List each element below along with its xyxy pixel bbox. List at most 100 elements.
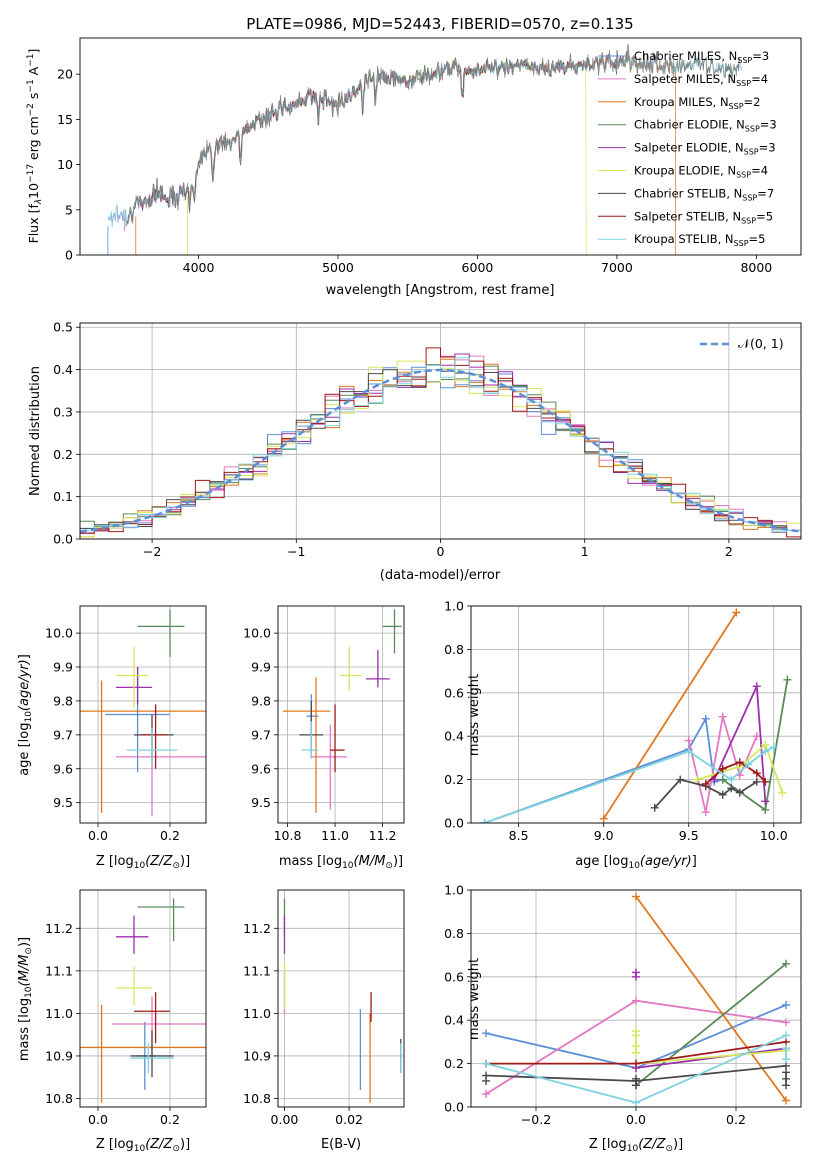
mass-vs-ebv-ytick-label-2: 11.0 bbox=[243, 1006, 271, 1021]
legend-label-kroupa_stelib: Kroupa STELIB, NSSP=5 bbox=[634, 232, 765, 248]
mass-weight-vs-age-marker-salpeter_stelib-0 bbox=[701, 779, 710, 788]
mass-vs-z-ylabel: mass [log10(M/M⊙)] bbox=[17, 937, 34, 1061]
mass-weight-vs-age-marker-salpeter_miles-1 bbox=[701, 808, 710, 817]
mass-weight-vs-z-marker-kroupa_miles-0 bbox=[632, 892, 640, 901]
legend-label-chabrier_elodie: Chabrier ELODIE, NSSP=3 bbox=[634, 118, 777, 134]
mass-weight-vs-age-marker-kroupa_stelib-5 bbox=[769, 743, 778, 752]
age-vs-mass-xtick-label-2: 11.2 bbox=[369, 828, 397, 843]
mass-weight-vs-age-marker-salpeter_miles-2 bbox=[718, 712, 727, 721]
spectrum-panel: 4000 5000 6000 7000 8000 0 5 10 15 20 Chabrier MIL… bbox=[57, 37, 802, 275]
mass-weight-vs-z-line-salpeter_elodie bbox=[635, 1047, 787, 1069]
age-vs-mass-point-salpeter_elodie bbox=[365, 650, 390, 688]
mass-weight-vs-age-panel: 8.5 9.0 9.5 10.0 0.0 0.2 0.4 0.6 0.8 1.0 bbox=[444, 599, 802, 843]
mass-vs-z-ytick-label-0: 10.8 bbox=[45, 1091, 73, 1106]
mass-weight-vs-age-marker-chabrier_stelib-5 bbox=[735, 788, 744, 797]
mass-vs-z-point-salpeter_stelib bbox=[134, 992, 170, 1044]
mass-weight-vs-age-marker-chabrier_elodie-1 bbox=[761, 805, 770, 814]
mass-weight-vs-age-marker-salpeter_miles-0 bbox=[684, 736, 693, 745]
age-vs-z-xlabel: Z [log10(Z/Z⊙)] bbox=[96, 854, 190, 871]
mass-weight-vs-age-marker-chabrier_stelib-3 bbox=[718, 790, 727, 799]
mass-vs-ebv-panel: 0.00 0.02 10.8 10.9 11.0 11.1 11.2 bbox=[243, 889, 405, 1127]
mass-vs-z-point-salpeter_elodie bbox=[116, 915, 149, 954]
age-vs-mass-ytick-label-3: 9.8 bbox=[251, 693, 271, 708]
spectrum-ytick-label-0: 0 bbox=[65, 248, 73, 263]
mass-weight-vs-z-marker-salpeter_miles-2 bbox=[782, 1018, 790, 1027]
residuals-xtick-label-2: 0 bbox=[437, 544, 445, 559]
residuals-ytick-label-5: 0.5 bbox=[53, 320, 73, 335]
mass-weight-vs-age-marker-kroupa_stelib-2 bbox=[727, 775, 736, 784]
mass-weight-vs-z-marker-chabrier_miles-0 bbox=[482, 1029, 490, 1038]
residuals-ytick-label-0: 0.0 bbox=[53, 532, 73, 547]
mass-weight-vs-z-marker-salpeter_miles-1 bbox=[632, 996, 640, 1005]
mass-weight-vs-z-marker-chabrier_miles-2 bbox=[782, 1001, 790, 1010]
mass-weight-vs-age-marker-chabrier_elodie-0 bbox=[718, 775, 727, 784]
mass-weight-vs-age-marker-kroupa_stelib-4 bbox=[761, 747, 770, 756]
mass-weight-vs-age-marker-salpeter_stelib-4 bbox=[761, 777, 770, 786]
spectrum-xtick-label-1: 5000 bbox=[322, 260, 354, 275]
age-vs-z-xtick-label-0: 0.0 bbox=[88, 828, 108, 843]
mass-weight-vs-age-marker-chabrier_stelib-6 bbox=[752, 777, 761, 786]
mass-weight-vs-z-extra-marker-2-0 bbox=[482, 1076, 490, 1085]
mass-vs-ebv-xlabel: E(B-V) bbox=[321, 1137, 361, 1152]
residuals-ytick-label-4: 0.4 bbox=[53, 362, 73, 377]
mass-weight-vs-age-marker-salpeter_miles-4 bbox=[752, 732, 761, 741]
residuals-panel: −2 −1 0 1 2 0.0 0.1 0.2 0.3 0.4 0.5 𝒩(0, 1) bbox=[53, 320, 802, 559]
mass-weight-vs-age-marker-chabrier_elodie-2 bbox=[783, 675, 792, 684]
age-vs-mass-point-kroupa_stelib bbox=[301, 721, 319, 759]
mass-vs-z-ytick-label-1: 10.9 bbox=[45, 1048, 73, 1063]
spectrum-frame bbox=[79, 37, 802, 256]
mass-weight-vs-z-xtick-label-2: 0.2 bbox=[726, 1112, 746, 1127]
mass-weight-vs-age-ytick-label-5: 1.0 bbox=[444, 599, 464, 614]
mass-vs-ebv-xtick-label-0: 0.00 bbox=[271, 1112, 299, 1127]
mass-weight-vs-z-xlabel: Z [log10(Z/Z⊙)] bbox=[589, 1137, 683, 1154]
residuals-ytick-label-3: 0.3 bbox=[53, 404, 73, 419]
mass-weight-vs-z-ytick-label-4: 0.8 bbox=[444, 926, 464, 941]
mass-weight-vs-age-xtick-label-1: 9.0 bbox=[594, 828, 614, 843]
age-vs-mass-xtick-label-1: 11.0 bbox=[321, 828, 349, 843]
mass-weight-vs-age-frame bbox=[470, 605, 802, 824]
legend-label-kroupa_elodie: Kroupa ELODIE, NSSP=4 bbox=[634, 164, 768, 180]
age-vs-mass-point-kroupa_elodie bbox=[339, 646, 362, 691]
spectrum-xtick-label-2: 6000 bbox=[462, 260, 494, 275]
mass-weight-vs-z-marker-salpeter_miles-0 bbox=[482, 1089, 490, 1098]
age-vs-z-ytick-label-4: 9.9 bbox=[53, 660, 73, 675]
mass-weight-vs-z-marker-kroupa_stelib-1 bbox=[632, 1098, 640, 1107]
age-vs-z-ytick-label-3: 9.8 bbox=[53, 693, 73, 708]
mass-weight-vs-age-xlabel: age [log10(age/yr)] bbox=[575, 854, 697, 871]
age-vs-mass-panel: 10.8 11.0 11.2 9.5 9.6 9.7 9.8 9.9 10.0 bbox=[243, 605, 405, 843]
spectrum-ytick-label-1: 5 bbox=[65, 202, 73, 217]
mass-vs-ebv-ytick-label-3: 11.1 bbox=[243, 963, 271, 978]
mass-vs-z-plot-area bbox=[80, 898, 206, 1103]
age-vs-mass-ytick-label-0: 9.5 bbox=[251, 795, 271, 810]
age-vs-z-point-chabrier_elodie bbox=[137, 609, 185, 657]
mass-weight-vs-age-marker-kroupa_stelib-0 bbox=[480, 819, 489, 823]
spectrum-xlabel: wavelength [Angstrom, rest frame] bbox=[326, 283, 555, 298]
mass-weight-vs-z-ytick-label-1: 0.2 bbox=[444, 1056, 464, 1071]
mass-vs-z-xtick-label-1: 0.2 bbox=[160, 1112, 180, 1127]
mass-weight-vs-z-marker-salpeter_stelib-1 bbox=[632, 1059, 640, 1068]
age-vs-z-panel: 0.0 0.2 9.5 9.6 9.7 9.8 9.9 10.0 bbox=[45, 605, 207, 843]
age-vs-mass-point-salpeter_miles bbox=[311, 724, 347, 810]
mass-vs-z-point-chabrier_elodie bbox=[137, 898, 185, 942]
age-vs-mass-point-kroupa_miles bbox=[282, 677, 331, 813]
mass-weight-vs-z-marker-kroupa_miles-1 bbox=[782, 1096, 790, 1105]
mass-weight-vs-age-marker-salpeter_elodie-1 bbox=[752, 682, 761, 691]
age-vs-mass-ytick-label-4: 9.9 bbox=[251, 660, 271, 675]
age-vs-z-plot-area bbox=[80, 609, 206, 817]
mass-weight-vs-z-marker-chabrier_elodie-1 bbox=[782, 959, 790, 968]
mass-weight-vs-z-marker-kroupa_stelib-2 bbox=[782, 1031, 790, 1040]
mass-weight-vs-age-marker-kroupa_stelib-3 bbox=[744, 760, 753, 769]
age-vs-mass-point-chabrier_elodie bbox=[382, 609, 402, 654]
mass-weight-vs-age-marker-salpeter_stelib-2 bbox=[735, 758, 744, 767]
mass-weight-vs-z-plot-area bbox=[482, 892, 790, 1107]
residuals-xtick-label-1: −1 bbox=[287, 544, 305, 559]
mass-vs-z-xlabel: Z [log10(Z/Z⊙)] bbox=[96, 1137, 190, 1154]
mass-vs-z-ytick-label-2: 11.0 bbox=[45, 1006, 73, 1021]
mass-weight-vs-age-marker-kroupa_stelib-1 bbox=[684, 747, 693, 756]
mass-weight-vs-age-marker-kroupa_elodie-3 bbox=[778, 788, 787, 797]
age-vs-mass-point-salpeter_stelib bbox=[330, 704, 345, 773]
legend-label-normal: 𝒩(0, 1) bbox=[738, 336, 784, 351]
residuals-plot-area bbox=[80, 347, 801, 538]
